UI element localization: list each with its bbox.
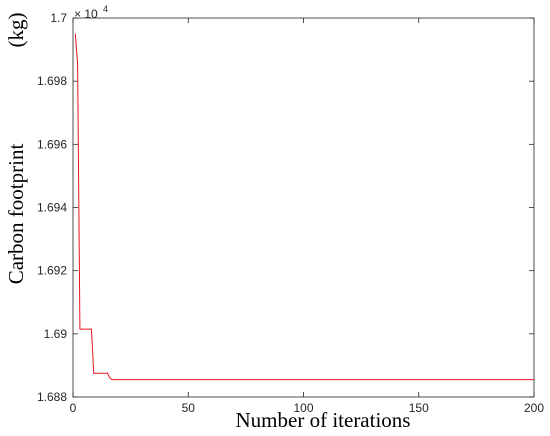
axes-box: [72, 17, 535, 398]
x-tick-label: 50: [182, 401, 196, 415]
y-axis-label: Carbon footprint: [4, 144, 28, 285]
x-tick-label: 200: [524, 401, 544, 415]
x-tick-label: 150: [409, 401, 429, 415]
carbon-footprint-line: [74, 33, 534, 381]
plot-area: 0 50 100 150 200 1.688 1.69 1.692 1.694 1.696 1.69…: [37, 11, 544, 415]
x-tick-label: 0: [70, 401, 77, 415]
y-tick-label: 1.69: [44, 327, 68, 341]
y-axis-exponent-power: 4: [103, 4, 108, 14]
y-tick-label: 1.7: [50, 11, 67, 25]
y-tick-label: 1.688: [37, 390, 67, 404]
y-axis-exponent-base: × 10: [74, 7, 98, 21]
y-tick-label: 1.696: [37, 137, 67, 151]
x-tick-label: 100: [293, 401, 313, 415]
y-tick-label: 1.698: [37, 74, 67, 88]
y-axis-unit-label: (kg): [4, 13, 28, 48]
y-tick-label: 1.692: [37, 264, 67, 278]
x-axis-label: Number of iterations: [236, 408, 411, 432]
y-tick-label: 1.694: [37, 201, 67, 215]
